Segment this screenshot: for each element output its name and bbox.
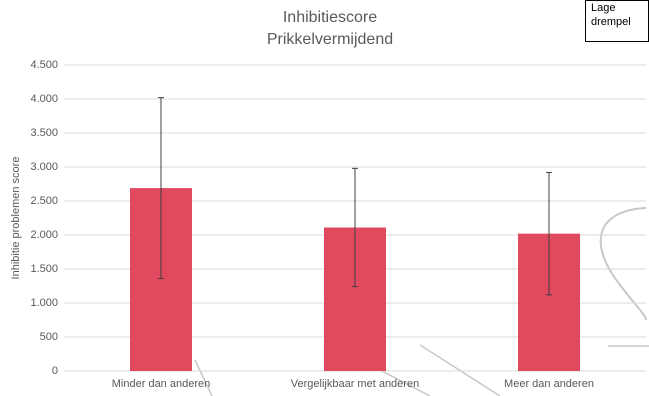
y-tick-label: 500 [40,331,58,343]
y-axis-label: Inhibitie problemen score [10,157,22,280]
y-tick-label: 4.500 [30,59,58,71]
y-tick-label: 3.000 [30,161,58,173]
y-tick-label: 2.500 [30,195,58,207]
error-bar [546,171,552,296]
x-tick-label: Minder dan anderen [112,378,210,390]
y-tick-label: 2.000 [30,229,58,241]
x-tick-label: Vergelijkbaar met anderen [291,378,419,390]
decoration [194,359,213,396]
y-tick-label: 3.500 [30,127,58,139]
y-tick-label: 4.000 [30,93,58,105]
y-tick-label: 1.500 [30,263,58,275]
annotation: Lage drempel [585,0,649,42]
error-bar [158,97,164,280]
y-tick-label: 1.000 [30,297,58,309]
chart-title: Inhibitiescore [283,9,377,26]
error-bar [352,167,358,288]
chart-subtitle: Prikkelvermijdend [267,31,393,48]
decoration [599,207,647,321]
decoration [379,369,431,396]
y-tick-label: 0 [52,365,58,377]
x-tick-label: Meer dan anderen [504,378,594,390]
